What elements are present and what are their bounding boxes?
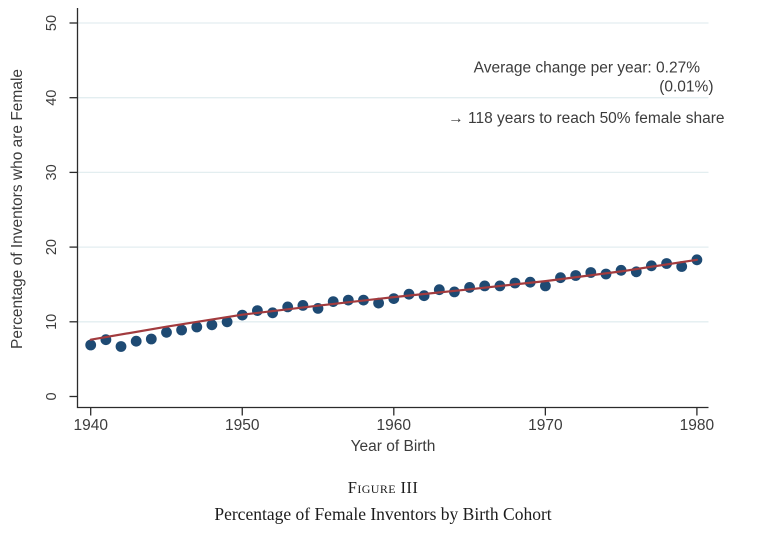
data-point [418, 290, 430, 302]
data-point [342, 294, 354, 306]
data-point [115, 341, 127, 352]
y-tick-label: 50 [44, 15, 60, 31]
x-axis-title: Year of Birth [351, 438, 436, 455]
annotation-avg-change-se: (0.01%) [659, 79, 713, 96]
annotation-years-to-parity: → 118 years to reach 50% female share [448, 110, 724, 127]
y-tick-label: 20 [44, 239, 60, 255]
data-point [297, 300, 309, 311]
fit-trend-line [89, 258, 699, 341]
data-point [676, 261, 688, 272]
data-point [161, 326, 172, 338]
data-point [85, 339, 97, 351]
annotation-avg-change-line1: Average change per year: 0.27% [474, 60, 701, 77]
gridlines [77, 22, 709, 323]
figure-label: Figure III [347, 478, 419, 497]
x-tick-label: 1960 [377, 417, 412, 434]
y-tick-label: 10 [44, 314, 60, 330]
y-axis-title: Percentage of Inventors who are Female [9, 69, 26, 349]
x-tick-label: 1970 [528, 417, 563, 434]
data-point [191, 321, 203, 333]
data-point [130, 335, 142, 347]
data-point [373, 297, 384, 309]
data-point [570, 270, 582, 281]
scatter-points [85, 254, 703, 352]
data-point [206, 319, 218, 331]
data-point [221, 316, 233, 328]
fit-line [89, 258, 699, 341]
y-tick-label: 40 [44, 90, 60, 106]
y-tick-label: 30 [44, 164, 60, 180]
figure-title: Percentage of Female Inventors by Birth … [214, 504, 552, 524]
axes: 0 10 20 30 40 50 1940 1950 1960 1970 1980 [44, 8, 715, 434]
x-tick-label: 1940 [73, 417, 108, 434]
data-point [540, 280, 551, 292]
chart-canvas: 0 10 20 30 40 50 1940 1950 1960 1970 1980 Percenta… [9, 8, 725, 455]
data-point [145, 333, 157, 345]
x-tick-label: 1950 [225, 417, 260, 434]
y-tick-label: 0 [44, 392, 60, 400]
data-point [479, 280, 491, 292]
data-point [464, 282, 475, 293]
x-tick-label: 1980 [680, 417, 715, 434]
data-point [176, 324, 188, 336]
data-point [267, 307, 278, 319]
